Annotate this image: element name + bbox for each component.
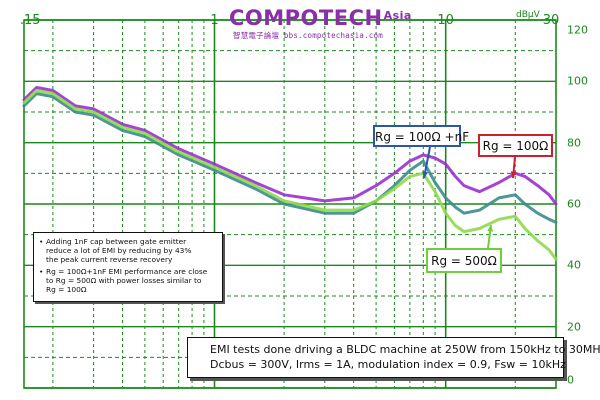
callout-rg100-label: Rg = 100Ω [482,139,549,153]
y-tick-label: 80 [567,136,581,150]
test-conditions-line-1: EMI tests done driving a BLDC machine at… [210,343,600,356]
note-item-2-line-1: Rg = 100Ω+1nF EMI performance are close [46,267,208,276]
callout-rg500: Rg = 500Ω [426,248,502,273]
note-item-1-line-1: Adding 1nF cap between gate emitter [46,237,187,246]
series-line-0 [22,86,558,206]
x-tick-label: .15 [19,13,41,28]
callout-rg100-nf-label: Rg = 100Ω +nF [375,130,470,144]
y-tick-label: 60 [567,197,581,211]
note-item-1: Adding 1nF cap between gate emitter redu… [39,237,217,264]
note-item-2-line-2: to Rg = 500Ω with power losses similar t… [46,276,202,285]
test-conditions-line-2: Dcbus = 300V, Irms = 1A, modulation inde… [210,358,566,371]
x-tick-label: 1 [210,13,219,28]
logo-subtitle: 智慧電子論壇 bbs.compotechasia.com [233,31,383,40]
x-tick-label: 10 [437,13,454,28]
y-tick-label: 0 [567,373,574,387]
note-item-2-line-3: Rg = 100Ω [46,285,87,294]
plot-grid [23,19,557,389]
arrow-rg100-nf-head [422,171,429,178]
series-line-2 [22,89,558,261]
callout-rg100: Rg = 100Ω [478,134,553,157]
test-conditions-box: EMI tests done driving a BLDC machine at… [187,337,600,378]
logo-text: COMPOTECH [229,6,383,30]
note-item-2: Rg = 100Ω+1nF EMI performance are close … [39,267,217,294]
y-tick-label: 20 [567,320,581,334]
y-tick-label: 40 [567,258,581,272]
arrow-rg500-head [487,225,494,232]
compotech-logo: COMPOTECHAsia [229,4,412,30]
callout-arrows [422,146,517,249]
plot-series [22,86,558,261]
note-item-1-line-3: the peak current reverse recovery [46,255,173,264]
callout-rg500-label: Rg = 500Ω [431,254,497,268]
note-item-1-line-2: reduce a lot of EMI by reducing by 43% [46,246,192,255]
arrow-rg100-head [510,171,517,178]
logo-suffix: Asia [383,9,412,22]
callout-rg100-nf: Rg = 100Ω +nF [373,125,469,147]
x-unit-label: dBµV [516,10,540,20]
y-tick-label: 100 [567,74,588,88]
findings-note: Adding 1nF cap between gate emitter redu… [33,232,223,302]
x-tick-label: 30 [542,13,560,28]
y-tick-label: 120 [567,23,588,37]
